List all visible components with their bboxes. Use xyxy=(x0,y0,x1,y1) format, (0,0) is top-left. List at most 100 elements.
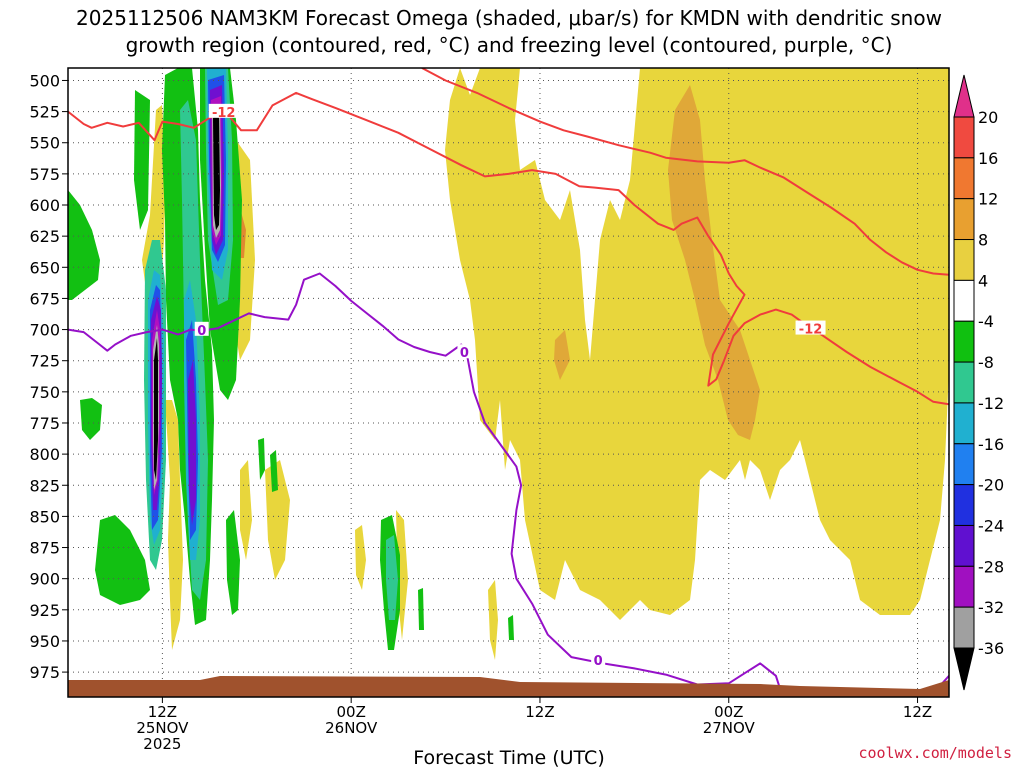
omega-shade-green-4 xyxy=(134,90,150,230)
y-tick-label: 900 xyxy=(29,570,60,589)
omega-shade-green-12 xyxy=(508,615,514,640)
x-tick-label: 26NOV xyxy=(325,719,378,737)
omega-shade-yellow-west4 xyxy=(265,460,290,580)
x-tick-label: 25NOV xyxy=(136,719,189,737)
temperature-contours: -12 -12 0 0 0 xyxy=(68,68,949,694)
omega-shade-green-7 xyxy=(226,510,240,615)
colorbar-swatch xyxy=(953,565,975,608)
colorbar-label: 8 xyxy=(978,231,988,250)
contour-label-bg xyxy=(457,344,472,359)
colorbar-label: -28 xyxy=(978,557,1004,576)
omega-shade-green-3 xyxy=(95,515,150,605)
colorbar-swatch xyxy=(953,116,975,159)
omega-shade-yellow-east xyxy=(445,68,949,620)
y-tick-label: 500 xyxy=(29,71,60,90)
omega-shade-black-c xyxy=(213,112,220,230)
y-tick-label: 650 xyxy=(29,258,60,277)
x-tick-label: 12Z xyxy=(903,703,932,721)
colorbar-swatch xyxy=(953,239,975,281)
y-tick-label: 975 xyxy=(29,663,60,682)
colorbar-swatch xyxy=(953,320,975,363)
y-tick-label: 825 xyxy=(29,476,60,495)
omega-shade-purple-b xyxy=(188,360,196,525)
x-tick-label: 27NOV xyxy=(703,719,756,737)
y-tick-label: 575 xyxy=(29,165,60,184)
terrain-ground xyxy=(68,676,949,697)
omega-shade-yellow-west2 xyxy=(165,400,183,650)
y-tick-label: 550 xyxy=(29,134,60,153)
y-tick-label: 600 xyxy=(29,196,60,215)
x-tick-label: 2025 xyxy=(143,735,181,753)
y-tick-label: 800 xyxy=(29,445,60,464)
colorbar-swatch xyxy=(953,606,975,649)
colorbar-label: -16 xyxy=(978,435,1004,454)
contour-label: -12 xyxy=(212,106,236,121)
x-tick-label: 00Z xyxy=(714,703,743,721)
omega-shade-yellow-west5 xyxy=(355,525,366,590)
colorbar-swatch xyxy=(953,443,975,486)
y-tick-label: 850 xyxy=(29,507,60,526)
colorbar-label: -20 xyxy=(978,476,1004,495)
colorbar-swatch xyxy=(953,361,975,404)
colorbar-swatch xyxy=(953,402,975,445)
colorbar-label: -4 xyxy=(978,312,994,331)
contour-line-0-0 xyxy=(68,91,949,406)
chart-title-line1: 2025112506 NAM3KM Forecast Omega (shaded… xyxy=(76,6,942,30)
y-tick-label: 525 xyxy=(29,103,60,122)
colorbar-label: -24 xyxy=(978,516,1004,535)
colorbar-swatch xyxy=(953,484,975,526)
omega-shade-orange-east xyxy=(668,85,760,440)
colorbar-label: -8 xyxy=(978,353,994,372)
y-tick-label: 775 xyxy=(29,414,60,433)
colorbar-swatch xyxy=(953,157,975,200)
contour-line-1-0 xyxy=(68,272,782,692)
contour-label: 0 xyxy=(197,324,206,339)
y-tick-label: 725 xyxy=(29,352,60,371)
contour-label-bg xyxy=(208,103,239,118)
chart-title-line2: growth region (contoured, red, °C) and f… xyxy=(126,33,893,57)
y-tick-label: 700 xyxy=(29,321,60,340)
credit-text: coolwx.com/models xyxy=(858,744,1012,762)
omega-shade-green-11 xyxy=(270,450,278,492)
colorbar-label: 12 xyxy=(978,190,998,209)
contour-line-0-1 xyxy=(421,68,949,276)
omega-shade-green-9 xyxy=(258,438,265,480)
omega-shading xyxy=(68,68,949,660)
y-tick-label: 950 xyxy=(29,632,60,651)
colorbar-label: 4 xyxy=(978,271,988,290)
omega-shade-green-10 xyxy=(418,588,424,630)
x-tick-label: 12Z xyxy=(525,703,554,721)
contour-label: -12 xyxy=(799,323,823,338)
omega-shade-yellow-mid1 xyxy=(488,580,498,660)
omega-shade-green-2 xyxy=(80,398,102,440)
colorbar-swatch xyxy=(953,524,975,567)
x-tick-label: 00Z xyxy=(336,703,365,721)
colorbar-label: -32 xyxy=(978,598,1004,617)
omega-shade-teal-d xyxy=(386,535,398,620)
contour-label-bg xyxy=(795,320,826,335)
colorbar-bottom-arrow xyxy=(953,647,975,691)
contour-label-bg xyxy=(591,651,606,666)
y-tick-label: 675 xyxy=(29,289,60,308)
colorbar-swatch xyxy=(953,279,975,322)
y-tick-label: 625 xyxy=(29,227,60,246)
colorbar-legend: 20 16 12 8 4 -4 -8 -12 -16 -20 -24 -28 -32 -36 xyxy=(953,74,1004,691)
omega-shade-black-a xyxy=(154,338,158,480)
x-axis-title: Forecast Time (UTC) xyxy=(413,747,604,768)
colorbar-label: 20 xyxy=(978,108,998,127)
contour-label: 0 xyxy=(594,654,603,669)
contour-label-bg xyxy=(194,321,209,336)
colorbar-top-arrow xyxy=(953,74,975,118)
y-axis-ticks: 500 525 550 575 600 625 650 675 700 725 750 775 800 8… xyxy=(29,71,68,682)
plot-frame xyxy=(67,67,950,698)
colorbar-label: -12 xyxy=(978,394,1004,413)
omega-shade-orange-spot xyxy=(554,330,570,380)
y-tick-label: 750 xyxy=(29,383,60,402)
contour-label: 0 xyxy=(460,346,469,361)
colorbar-label: 16 xyxy=(978,149,998,168)
colorbar-swatch xyxy=(953,198,975,241)
colorbar-label: -36 xyxy=(978,639,1004,658)
y-tick-label: 925 xyxy=(29,601,60,620)
